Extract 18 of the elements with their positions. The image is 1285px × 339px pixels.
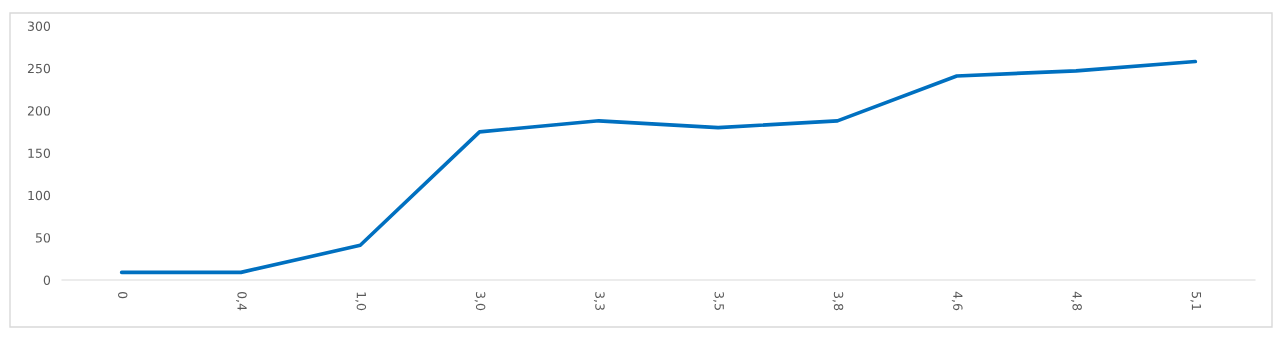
x-tick-label: 3,3 (593, 292, 605, 310)
x-tick-label: 3,0 (474, 292, 486, 311)
line-series (119, 59, 1198, 275)
y-tick-label: 300 (27, 21, 51, 31)
x-tick-label: 1,0 (355, 292, 367, 311)
x-tick-label: 3,8 (832, 292, 844, 311)
y-tick-label: 200 (27, 106, 51, 116)
x-tick-label: 3,5 (713, 292, 724, 310)
y-tick-label: 100 (28, 190, 51, 201)
y-tick-label: 250 (27, 63, 51, 74)
x-tick-label: 0,4 (236, 291, 247, 311)
x-tick-label: 0 (118, 291, 128, 299)
y-tick-label: 150 (28, 148, 51, 158)
x-tick-label: 4,6 (951, 291, 963, 311)
x-tick-label: 4,8 (1071, 291, 1082, 311)
x-tick-label: 5,1 (1190, 292, 1202, 310)
y-tick-label: 50 (35, 233, 51, 243)
y-tick-label: 0 (43, 275, 51, 285)
